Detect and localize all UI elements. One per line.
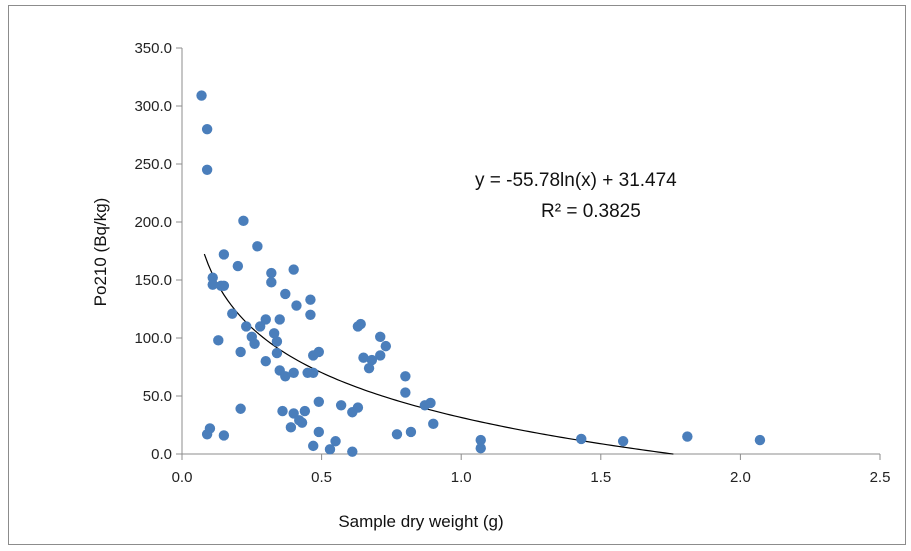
data-point xyxy=(285,422,297,433)
x-tick-label: 2.0 xyxy=(730,469,751,486)
data-point xyxy=(271,347,283,359)
data-point xyxy=(313,346,325,358)
data-point xyxy=(366,354,378,366)
data-point xyxy=(218,249,230,260)
data-point xyxy=(196,90,207,101)
data-point xyxy=(299,405,311,417)
data-point xyxy=(280,371,291,382)
y-tick-label: 350.0 xyxy=(134,40,172,57)
data-point xyxy=(347,446,358,457)
log-trendline xyxy=(203,253,674,455)
data-point xyxy=(400,387,411,398)
data-point xyxy=(754,434,766,446)
data-point xyxy=(271,336,283,347)
data-point xyxy=(380,340,392,352)
data-point xyxy=(475,443,486,454)
y-tick-label: 50.0 xyxy=(143,388,172,405)
data-point xyxy=(207,279,218,290)
data-point xyxy=(201,429,213,440)
data-point xyxy=(305,309,316,320)
data-point xyxy=(375,331,386,343)
tick-labels: 0.0 50.0 100.0 150.0 200.0 250.0 300.0 350.0 0.0… xyxy=(134,40,890,486)
x-tick-label: 1.0 xyxy=(451,469,472,486)
data-point xyxy=(375,350,386,361)
y-tick-label: 0.0 xyxy=(151,446,172,463)
data-point xyxy=(425,397,436,409)
data-point xyxy=(252,241,263,252)
data-point xyxy=(296,417,308,428)
data-point xyxy=(682,431,693,442)
data-point xyxy=(313,426,325,438)
trendline-equation: y = -55.78ln(x) + 31.474 xyxy=(475,170,677,191)
data-point xyxy=(249,338,260,349)
data-point xyxy=(274,314,285,325)
data-point xyxy=(227,308,238,319)
data-point xyxy=(218,430,230,441)
y-axis-title: Po210 (Bq/kg) xyxy=(91,198,110,307)
data-point xyxy=(288,264,299,275)
data-point xyxy=(280,288,291,300)
data-point xyxy=(288,408,299,419)
data-point xyxy=(617,436,629,447)
data-point xyxy=(213,335,224,346)
data-point xyxy=(268,328,280,339)
x-tick-label: 2.5 xyxy=(870,469,891,486)
data-point xyxy=(305,294,316,305)
data-point xyxy=(335,400,347,411)
data-point xyxy=(324,444,336,455)
data-point xyxy=(405,426,417,438)
y-tick-label: 200.0 xyxy=(134,214,172,231)
data-point xyxy=(218,280,230,291)
data-point xyxy=(277,405,288,417)
data-point xyxy=(391,429,403,440)
scatter-chart: 0.0 50.0 100.0 150.0 200.0 250.0 300.0 350.0 0.0… xyxy=(91,40,890,531)
data-point xyxy=(260,314,271,325)
data-point xyxy=(308,440,319,452)
data-point xyxy=(302,367,313,378)
data-point xyxy=(363,362,375,374)
x-tick-label: 0.5 xyxy=(311,469,332,486)
r-squared-label: R² = 0.3825 xyxy=(541,201,641,222)
data-point xyxy=(355,318,366,330)
data-point xyxy=(330,436,341,447)
data-points xyxy=(196,90,766,457)
data-point xyxy=(347,407,358,418)
data-point xyxy=(241,321,252,332)
data-point xyxy=(232,260,244,272)
data-point xyxy=(576,433,587,445)
data-point xyxy=(201,164,213,175)
x-tick-label: 1.5 xyxy=(590,469,611,486)
data-point xyxy=(291,300,302,311)
data-point xyxy=(475,434,486,446)
data-point xyxy=(313,396,325,407)
data-point xyxy=(428,418,439,430)
y-tick-label: 150.0 xyxy=(134,272,172,289)
data-point xyxy=(201,124,213,135)
data-point xyxy=(235,403,246,414)
data-point xyxy=(260,356,271,367)
y-tick-label: 300.0 xyxy=(134,98,172,115)
x-axis-title: Sample dry weight (g) xyxy=(338,512,503,531)
data-point xyxy=(235,346,246,358)
data-point xyxy=(400,371,411,382)
trendline-group xyxy=(203,253,674,455)
data-point xyxy=(266,267,277,279)
data-point xyxy=(266,277,277,288)
axes xyxy=(176,47,881,460)
y-tick-label: 250.0 xyxy=(134,156,172,173)
y-tick-label: 100.0 xyxy=(134,330,172,347)
data-point xyxy=(358,352,369,363)
data-point xyxy=(238,215,249,227)
chart-frame: 0.0 50.0 100.0 150.0 200.0 250.0 300.0 350.0 0.0… xyxy=(8,5,906,545)
x-tick-label: 0.0 xyxy=(172,469,193,486)
data-point xyxy=(288,367,299,378)
data-point xyxy=(254,321,266,332)
